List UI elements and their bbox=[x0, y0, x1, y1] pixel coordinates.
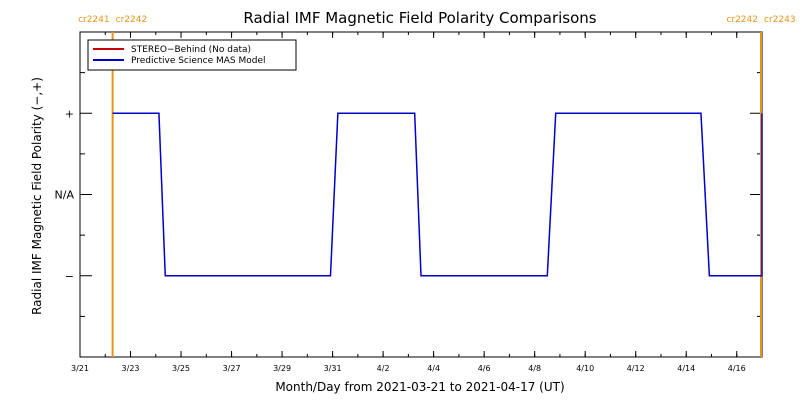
y-axis-label: Radial IMF Magnetic Field Polarity (−,+) bbox=[30, 77, 44, 315]
series-line bbox=[112, 112, 763, 277]
carrington-label-left: cr2242 bbox=[726, 15, 758, 25]
x-tick-label: 4/8 bbox=[528, 364, 541, 373]
x-tick-label: 3/27 bbox=[223, 364, 241, 373]
carrington-markers bbox=[111, 32, 762, 357]
x-tick-label: 3/23 bbox=[122, 364, 140, 373]
x-tick-label: 4/2 bbox=[377, 364, 390, 373]
x-axis-label: Month/Day from 2021-03-21 to 2021-04-17 … bbox=[275, 380, 564, 394]
series-layer bbox=[112, 112, 763, 277]
x-tick-labels: 3/21 3/23 3/25 3/27 3/29 3/31 4/2 4/4 4/6 4/8 4/10… bbox=[71, 364, 746, 373]
y-tick-label: + bbox=[65, 107, 74, 120]
y-tick-labels: − N/A + bbox=[55, 107, 75, 283]
x-tick-label: 4/6 bbox=[478, 364, 491, 373]
x-tick-label: 3/21 bbox=[71, 364, 89, 373]
carrington-rotation-labels: cr2241 cr2242 cr2242 cr2243 bbox=[78, 15, 795, 25]
carrington-label-left: cr2241 bbox=[78, 15, 110, 25]
legend-entry: STEREO−Behind (No data) bbox=[131, 45, 251, 55]
axis-ticks bbox=[79, 32, 763, 357]
x-tick-label: 4/12 bbox=[627, 364, 645, 373]
legend-entry: Predictive Science MAS Model bbox=[131, 56, 266, 66]
x-tick-label: 3/25 bbox=[172, 364, 190, 373]
plot-frame bbox=[79, 31, 763, 358]
x-tick-label: 3/29 bbox=[273, 364, 291, 373]
legend: STEREO−Behind (No data)Predictive Scienc… bbox=[87, 39, 297, 71]
y-tick-label: − bbox=[65, 270, 74, 283]
carrington-label-right: cr2243 bbox=[764, 15, 796, 25]
carrington-label-right: cr2242 bbox=[116, 15, 148, 25]
legend-box bbox=[87, 39, 297, 71]
x-tick-label: 4/16 bbox=[728, 364, 746, 373]
x-tick-label: 4/10 bbox=[576, 364, 594, 373]
x-tick-label: 3/31 bbox=[324, 364, 342, 373]
y-tick-label: N/A bbox=[55, 189, 75, 202]
x-tick-label: 4/14 bbox=[677, 364, 695, 373]
chart-title: Radial IMF Magnetic Field Polarity Compa… bbox=[243, 9, 596, 27]
x-tick-label: 4/4 bbox=[427, 364, 440, 373]
